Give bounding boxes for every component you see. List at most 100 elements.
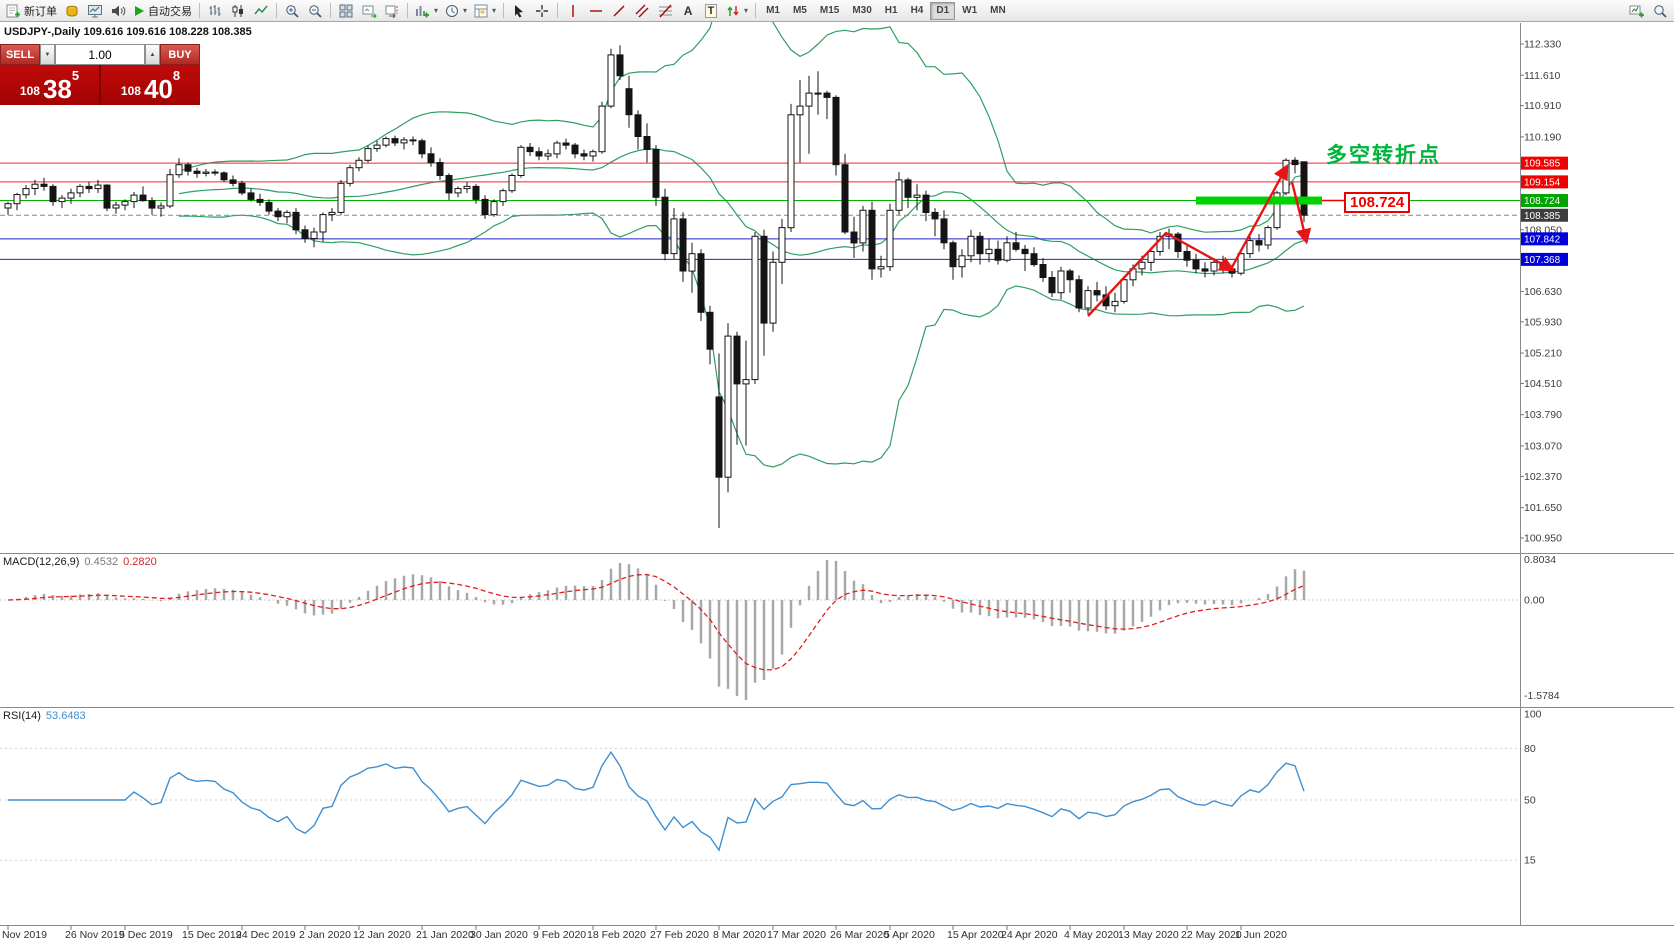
timeframe-h1-button[interactable]: H1: [879, 2, 904, 20]
y-axis-label[interactable]: 112.330: [1524, 39, 1561, 51]
volume-increase-button[interactable]: ▲: [145, 44, 160, 65]
sell-button[interactable]: SELL: [0, 44, 40, 65]
y-axis-label[interactable]: 102.370: [1524, 471, 1562, 483]
x-axis-label[interactable]: 4 May 2020: [1064, 929, 1119, 941]
zoom-out-button[interactable]: [304, 1, 326, 21]
y-axis-label[interactable]: 104.510: [1524, 378, 1562, 390]
candle-body: [211, 171, 219, 174]
timeframe-m5-button[interactable]: M5: [787, 2, 813, 20]
x-axis-label[interactable]: 24 Apr 2020: [1001, 929, 1058, 941]
crosshair-button[interactable]: [531, 1, 553, 21]
x-axis-label[interactable]: 2 Jan 2020: [299, 929, 351, 941]
x-axis-label[interactable]: 27 Feb 2020: [650, 929, 709, 941]
timeframe-w1-button[interactable]: W1: [956, 2, 983, 20]
market-watch-button[interactable]: [61, 1, 83, 21]
text-label-button[interactable]: T: [700, 1, 722, 21]
x-axis-label[interactable]: 22 May 2020: [1181, 929, 1242, 941]
y-axis-label[interactable]: 106.630: [1524, 286, 1562, 298]
macd-axis-label: -1.5784: [1524, 690, 1560, 702]
x-axis-label[interactable]: 17 Mar 2020: [767, 929, 826, 941]
x-axis-label[interactable]: 15 Apr 2020: [947, 929, 1004, 941]
support-zone[interactable]: [1196, 196, 1322, 205]
x-axis-label[interactable]: 5 Apr 2020: [884, 929, 935, 941]
candle-body: [526, 146, 534, 153]
horizontal-line-icon: [590, 9, 603, 12]
x-axis-label[interactable]: 13 May 2020: [1118, 929, 1179, 941]
cursor-button[interactable]: [508, 1, 530, 21]
x-axis-label[interactable]: 5 Dec 2019: [119, 929, 173, 941]
y-axis-label[interactable]: 105.210: [1524, 348, 1562, 360]
price-badge-bg: [1521, 252, 1568, 266]
new-chart-button[interactable]: [1626, 1, 1648, 21]
text-button[interactable]: A: [677, 1, 699, 21]
sell-price-point: 5: [71, 68, 80, 83]
macd-signal-line: [7, 573, 1305, 671]
y-axis-label[interactable]: 105.930: [1524, 316, 1562, 328]
sound-alert-button[interactable]: [107, 1, 129, 21]
candlestick-chart-button[interactable]: [227, 1, 249, 21]
new-order-icon: [6, 4, 20, 17]
chart-window-button[interactable]: [84, 1, 106, 21]
fibonacci-button[interactable]: [654, 1, 676, 21]
bar-chart-button[interactable]: [204, 1, 226, 21]
new-order-label: 新订单: [24, 5, 57, 18]
x-axis-label[interactable]: 18 Feb 2020: [587, 929, 646, 941]
x-axis-label[interactable]: 26 Mar 2020: [830, 929, 889, 941]
horizontal-line-button[interactable]: [585, 1, 607, 21]
periods-button[interactable]: [442, 1, 470, 21]
timeframe-mn-button[interactable]: MN: [984, 2, 1012, 20]
candle-body: [931, 211, 939, 220]
timeframe-m1-button[interactable]: M1: [760, 2, 786, 20]
buy-quote[interactable]: 108 40 8: [101, 65, 200, 105]
y-axis-label[interactable]: 111.610: [1524, 70, 1561, 82]
x-axis-label[interactable]: 1 Jun 2020: [1235, 929, 1287, 941]
zoom-in-button[interactable]: [281, 1, 303, 21]
timeframe-m30-button[interactable]: M30: [846, 2, 877, 20]
x-axis-label[interactable]: 8 Mar 2020: [713, 929, 766, 941]
volume-decrease-button[interactable]: ▼: [40, 44, 55, 65]
buy-button[interactable]: BUY: [160, 44, 200, 65]
candle-body: [877, 266, 885, 270]
symbol-search-button[interactable]: [1649, 1, 1671, 21]
speaker-icon: [112, 5, 126, 16]
line-chart-button[interactable]: [250, 1, 272, 21]
candlestick-chart-icon: [232, 4, 243, 17]
new-order-button[interactable]: 新订单: [3, 1, 60, 21]
x-axis-label[interactable]: 15 Dec 2019: [182, 929, 242, 941]
timeframe-m15-button[interactable]: M15: [814, 2, 845, 20]
auto-trading-button[interactable]: 自动交易: [130, 1, 195, 21]
y-axis-label[interactable]: 103.790: [1524, 409, 1562, 421]
y-axis-label[interactable]: 100.950: [1524, 533, 1562, 545]
candle-body: [463, 185, 471, 190]
y-axis-label[interactable]: 103.070: [1524, 440, 1562, 452]
trendline-button[interactable]: [608, 1, 630, 21]
y-axis-label[interactable]: 110.190: [1524, 131, 1561, 143]
candle-body: [274, 210, 282, 218]
indicators-button[interactable]: [412, 1, 441, 21]
price-badge: 109.154: [1524, 177, 1561, 188]
chart-shift-button[interactable]: [381, 1, 403, 21]
candle-body: [238, 182, 246, 194]
new-chart-icon: [1629, 5, 1644, 17]
timeframe-h4-button[interactable]: H4: [905, 2, 930, 20]
x-axis-label[interactable]: 26 Nov 2019: [65, 929, 125, 941]
volume-input[interactable]: [55, 44, 145, 65]
vertical-line-button[interactable]: [562, 1, 584, 21]
sell-quote[interactable]: 108 38 5: [0, 65, 101, 105]
x-axis-label[interactable]: Nov 2019: [2, 929, 47, 941]
x-axis-label[interactable]: 12 Jan 2020: [353, 929, 411, 941]
x-axis-label[interactable]: 30 Jan 2020: [470, 929, 528, 941]
y-axis-label[interactable]: 110.910: [1524, 100, 1561, 112]
x-axis-label[interactable]: 9 Feb 2020: [533, 929, 586, 941]
templates-icon: [474, 4, 488, 17]
arrows-button[interactable]: [723, 1, 751, 21]
tile-windows-button[interactable]: [335, 1, 357, 21]
auto-scroll-button[interactable]: [358, 1, 380, 21]
timeframe-d1-button[interactable]: D1: [930, 1, 956, 20]
x-axis-label[interactable]: 21 Jan 2020: [416, 929, 474, 941]
x-axis-label[interactable]: 24 Dec 2019: [236, 929, 296, 941]
equidistant-channel-button[interactable]: [631, 1, 653, 21]
templates-button[interactable]: [471, 1, 499, 21]
y-axis-label[interactable]: 101.650: [1524, 502, 1562, 514]
